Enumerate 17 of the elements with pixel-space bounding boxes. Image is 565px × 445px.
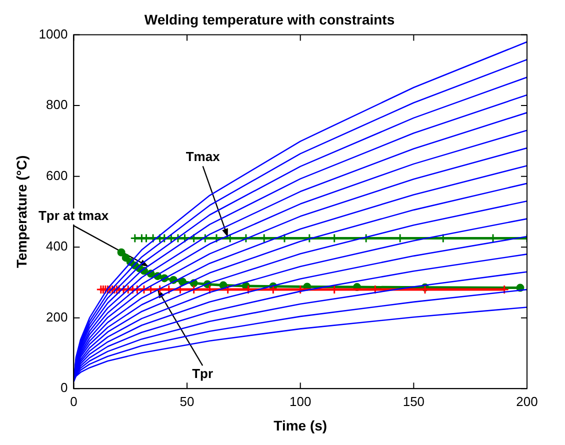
y-axis-title: Temperature (°C) bbox=[13, 155, 30, 268]
x-tick-label: 0 bbox=[70, 394, 78, 409]
x-tick-label: 150 bbox=[402, 394, 425, 409]
y-tick-label: 800 bbox=[46, 97, 68, 112]
y-tick-label: 0 bbox=[60, 380, 68, 396]
annotation: Tpr at tmax bbox=[38, 208, 110, 224]
annotation: Tmax bbox=[186, 148, 221, 164]
chart-title: Welding temperature with constraints bbox=[144, 11, 395, 28]
x-tick-label: 100 bbox=[290, 394, 312, 409]
annotation: Tpr bbox=[192, 366, 214, 382]
x-tick-label: 200 bbox=[516, 394, 538, 409]
y-tick-label: 600 bbox=[46, 168, 68, 183]
x-axis-title: Time (s) bbox=[274, 417, 328, 434]
y-tick-label: 1000 bbox=[38, 26, 68, 42]
y-tick-label: 200 bbox=[46, 309, 68, 324]
y-tick-label: 400 bbox=[46, 238, 68, 254]
x-tick-label: 50 bbox=[180, 394, 194, 409]
